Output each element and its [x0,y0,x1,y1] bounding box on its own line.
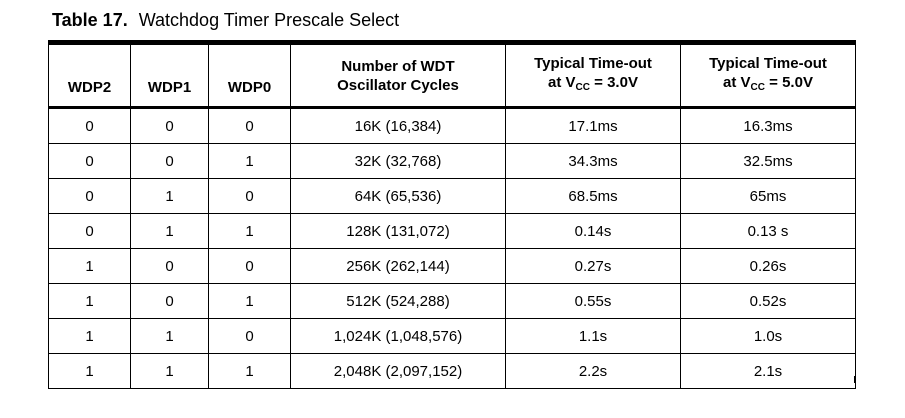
table-row: 1 0 0 256K (262,144) 0.27s 0.26s [48,248,856,284]
header-oscillator-cycles: Number of WDT Oscillator Cycles [290,42,506,109]
cell-timeout-3v: 17.1ms [505,107,681,144]
vcc-subscript: CC [750,82,765,93]
cell-timeout-5v: 2.1s [680,353,856,389]
cell-timeout-5v: 0.52s [680,283,856,319]
cell-wdp1: 0 [130,107,209,144]
cell-wdp2: 1 [48,353,131,389]
header-oscillator-cycles-line2: Oscillator Cycles [337,76,459,94]
column-rule-extension [505,376,506,383]
table-row: 1 1 1 2,048K (2,097,152) 2.2s 2.1s [48,353,856,389]
cell-wdp1: 1 [130,353,209,389]
cell-wdp2: 0 [48,143,131,179]
table-row: 0 1 0 64K (65,536) 68.5ms 65ms [48,178,856,214]
cell-wdp1: 0 [130,248,209,284]
cell-wdp1: 1 [130,178,209,214]
cell-wdp2: 1 [48,318,131,354]
cell-cycles: 1,024K (1,048,576) [290,318,506,354]
header-timeout-3v: Typical Time-out at VCC = 3.0V [505,42,681,109]
cell-wdp0: 0 [208,178,291,214]
cell-timeout-5v: 16.3ms [680,107,856,144]
table-row: 0 1 1 128K (131,072) 0.14s 0.13 s [48,213,856,249]
header-timeout-5v-line2: at VCC = 5.0V [723,74,813,93]
table-caption-number: Table 17. [52,10,128,30]
cell-wdp2: 0 [48,107,131,144]
cell-timeout-3v: 68.5ms [505,178,681,214]
header-timeout-5v-line1: Typical Time-out [709,55,827,72]
cell-timeout-5v: 65ms [680,178,856,214]
cell-timeout-5v: 0.26s [680,248,856,284]
cell-cycles: 32K (32,768) [290,143,506,179]
column-rule-extension [680,376,681,383]
cell-wdp2: 0 [48,213,131,249]
table-row: 0 0 1 32K (32,768) 34.3ms 32.5ms [48,143,856,179]
cell-wdp1: 0 [130,283,209,319]
cell-wdp1: 1 [130,318,209,354]
cell-wdp2: 0 [48,178,131,214]
column-rule-extension [208,376,209,383]
cell-cycles: 16K (16,384) [290,107,506,144]
cell-cycles: 256K (262,144) [290,248,506,284]
cell-timeout-3v: 0.27s [505,248,681,284]
cell-timeout-5v: 0.13 s [680,213,856,249]
column-rule-extension [48,376,49,383]
cell-wdp0: 0 [208,248,291,284]
vcc-subscript: CC [575,82,590,93]
table-row: 1 0 1 512K (524,288) 0.55s 0.52s [48,283,856,319]
header-oscillator-cycles-line1: Number of WDT [341,57,455,75]
header-timeout-3v-line2: at VCC = 3.0V [548,74,638,93]
column-rule-extension [854,376,855,383]
cell-timeout-3v: 2.2s [505,353,681,389]
cell-wdp0: 0 [208,107,291,144]
cell-wdp0: 1 [208,283,291,319]
cell-wdp1: 0 [130,143,209,179]
cell-cycles: 128K (131,072) [290,213,506,249]
header-timeout-5v: Typical Time-out at VCC = 5.0V [680,42,856,109]
table-caption: Table 17. Watchdog Timer Prescale Select [52,10,399,31]
table-caption-title: Watchdog Timer Prescale Select [138,10,400,30]
cell-timeout-5v: 1.0s [680,318,856,354]
cell-timeout-3v: 0.14s [505,213,681,249]
cell-wdp0: 1 [208,143,291,179]
cell-timeout-3v: 1.1s [505,318,681,354]
cell-wdp0: 0 [208,318,291,354]
cell-wdp2: 1 [48,283,131,319]
cell-wdp2: 1 [48,248,131,284]
cell-wdp0: 1 [208,213,291,249]
cell-timeout-3v: 34.3ms [505,143,681,179]
cell-wdp1: 1 [130,213,209,249]
header-wdp1: WDP1 [130,42,209,109]
header-wdp0: WDP0 [208,42,291,109]
header-row: WDP2 WDP1 WDP0 Number of WDT Oscillator … [48,42,856,109]
table-row: 0 0 0 16K (16,384) 17.1ms 16.3ms [48,107,856,144]
cell-wdp0: 1 [208,353,291,389]
header-timeout-3v-line1: Typical Time-out [534,55,652,72]
cell-cycles: 2,048K (2,097,152) [290,353,506,389]
watchdog-prescale-table: WDP2 WDP1 WDP0 Number of WDT Oscillator … [48,40,856,389]
cell-timeout-3v: 0.55s [505,283,681,319]
column-rule-extension [130,376,131,383]
header-wdp2: WDP2 [48,42,131,109]
table-row: 1 1 0 1,024K (1,048,576) 1.1s 1.0s [48,318,856,354]
column-rule-extension [290,376,291,383]
cell-cycles: 64K (65,536) [290,178,506,214]
cell-cycles: 512K (524,288) [290,283,506,319]
cell-timeout-5v: 32.5ms [680,143,856,179]
